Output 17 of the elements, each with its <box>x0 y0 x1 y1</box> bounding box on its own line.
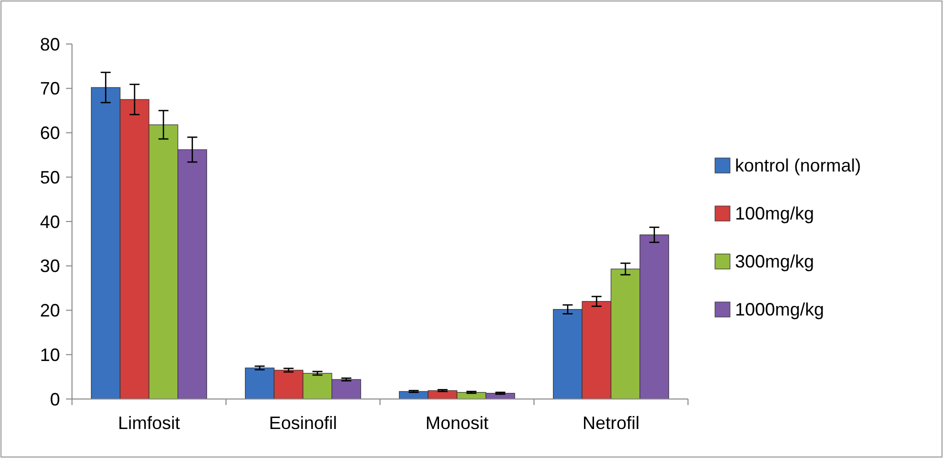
legend-label: 300mg/kg <box>735 251 814 272</box>
y-tick-label: 0 <box>50 389 60 410</box>
y-tick-label: 30 <box>40 256 60 276</box>
x-tick-label: Monosit <box>425 413 489 433</box>
legend-label: kontrol (normal) <box>735 155 862 176</box>
y-tick-label: 60 <box>40 123 60 144</box>
x-tick-label: Limfosit <box>118 413 180 433</box>
y-tick-label: 20 <box>40 300 60 321</box>
y-tick-label: 70 <box>40 78 60 99</box>
y-tick-label: 10 <box>40 344 60 365</box>
x-tick-label: Netrofil <box>582 413 640 433</box>
y-tick-label: 40 <box>40 212 60 232</box>
legend-label: 1000mg/kg <box>735 299 824 320</box>
legend-label: 100mg/kg <box>735 203 814 224</box>
y-tick-label: 50 <box>40 167 60 188</box>
y-tick-label: 80 <box>40 34 60 54</box>
x-tick-label: Eosinofil <box>268 413 338 433</box>
